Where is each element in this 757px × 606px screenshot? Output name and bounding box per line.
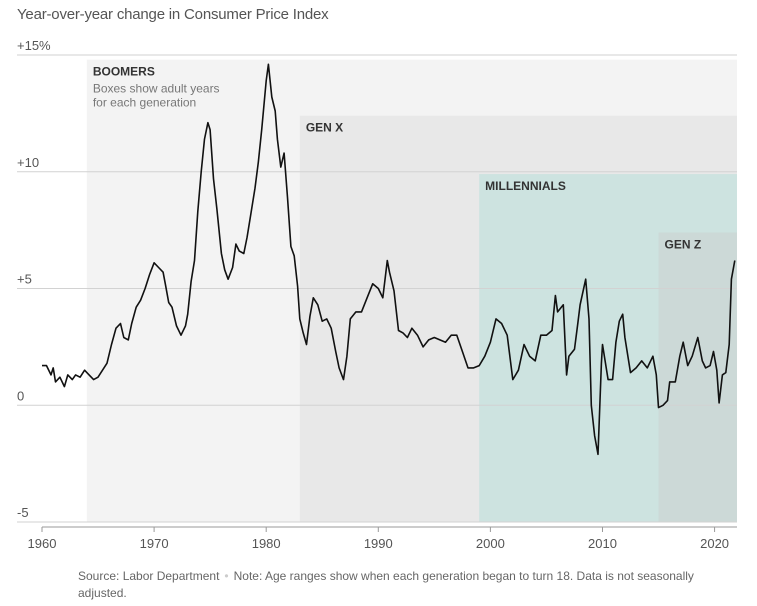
band-label-millennials: MILLENNIALS: [485, 179, 566, 193]
cpi-chart: +15% +10 +5 0 -5 1960 1970 1980 1990 2000 2010 202…: [17, 38, 738, 551]
band-label-gen-z: GEN Z: [665, 237, 702, 251]
y-tick-label: -5: [17, 505, 29, 520]
y-tick-label: +10: [17, 155, 39, 170]
separator-dot: •: [224, 569, 229, 583]
x-axis: 1960 1970 1980 1990 2000 2010 2020: [28, 526, 737, 551]
y-axis-ticks: +15% +10 +5 0 -5: [17, 38, 51, 520]
x-tick-label: 1960: [28, 536, 57, 551]
x-tick-label: 1970: [140, 536, 169, 551]
band-note-boomers: for each generation: [93, 96, 196, 110]
y-tick-label: 0: [17, 388, 24, 403]
footer: Source: Labor Department • Note: Age range…: [78, 568, 698, 602]
chart-title: Year-over-year change in Consumer Price …: [17, 6, 329, 23]
y-tick-label: +5: [17, 272, 32, 287]
band-gen-z: [658, 232, 737, 522]
x-tick-label: 2000: [476, 536, 505, 551]
generation-bands: [86, 59, 738, 523]
x-tick-label: 2020: [700, 536, 729, 551]
x-tick-label: 1990: [364, 536, 393, 551]
x-tick-label: 1980: [252, 536, 281, 551]
band-note-boomers: Boxes show adult years: [93, 82, 220, 96]
y-tick-label: +15%: [17, 38, 51, 53]
band-label-boomers: BOOMERS: [93, 65, 155, 79]
cpi-series-line: [42, 63, 736, 456]
band-label-gen-x: GEN X: [306, 121, 343, 135]
x-tick-label: 2010: [588, 536, 617, 551]
gridlines: [17, 54, 737, 523]
data-note: Note: Age ranges show when each generati…: [78, 569, 694, 600]
source-note: Source: Labor Department: [78, 569, 220, 583]
